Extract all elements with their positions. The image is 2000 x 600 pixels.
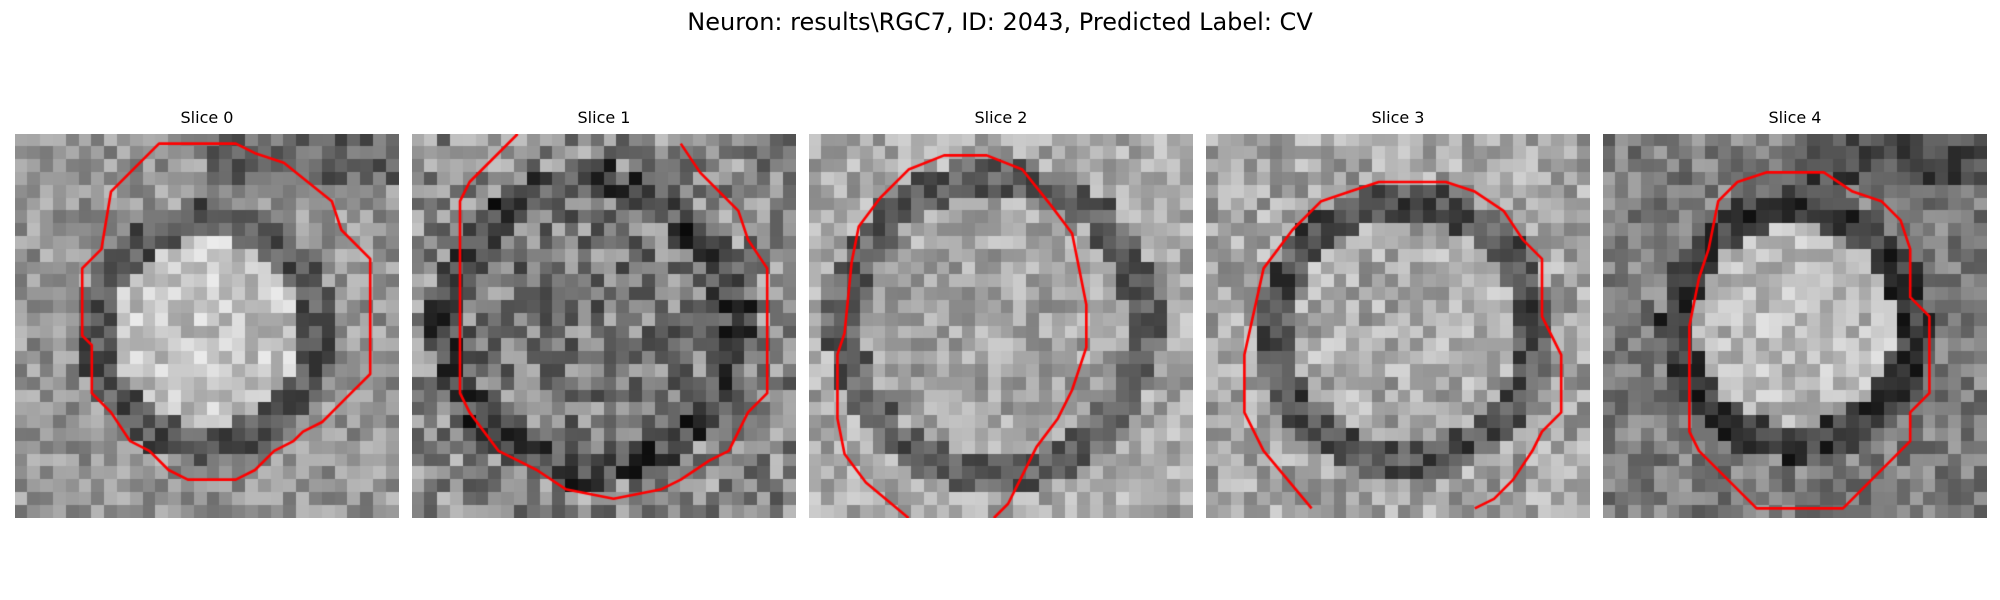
figure-title: Neuron: results\RGC7, ID: 2043, Predicte… bbox=[687, 8, 1313, 36]
slice-title: Slice 4 bbox=[1768, 108, 1822, 127]
slice-title: Slice 3 bbox=[1371, 108, 1425, 127]
slice-title: Slice 2 bbox=[974, 108, 1028, 127]
slice-image bbox=[1206, 134, 1590, 518]
slice-panel-2: Slice 2 bbox=[809, 0, 1193, 600]
slice-panel-3: Slice 3 bbox=[1206, 0, 1590, 600]
slice-title: Slice 0 bbox=[180, 108, 234, 127]
slice-image bbox=[1603, 134, 1987, 518]
slice-panel-1: Slice 1 bbox=[412, 0, 796, 600]
slice-image bbox=[15, 134, 399, 518]
slice-image bbox=[412, 134, 796, 518]
slice-panel-4: Slice 4 bbox=[1603, 0, 1987, 600]
slice-panel-0: Slice 0 bbox=[15, 0, 399, 600]
slice-image bbox=[809, 134, 1193, 518]
slice-title: Slice 1 bbox=[577, 108, 631, 127]
